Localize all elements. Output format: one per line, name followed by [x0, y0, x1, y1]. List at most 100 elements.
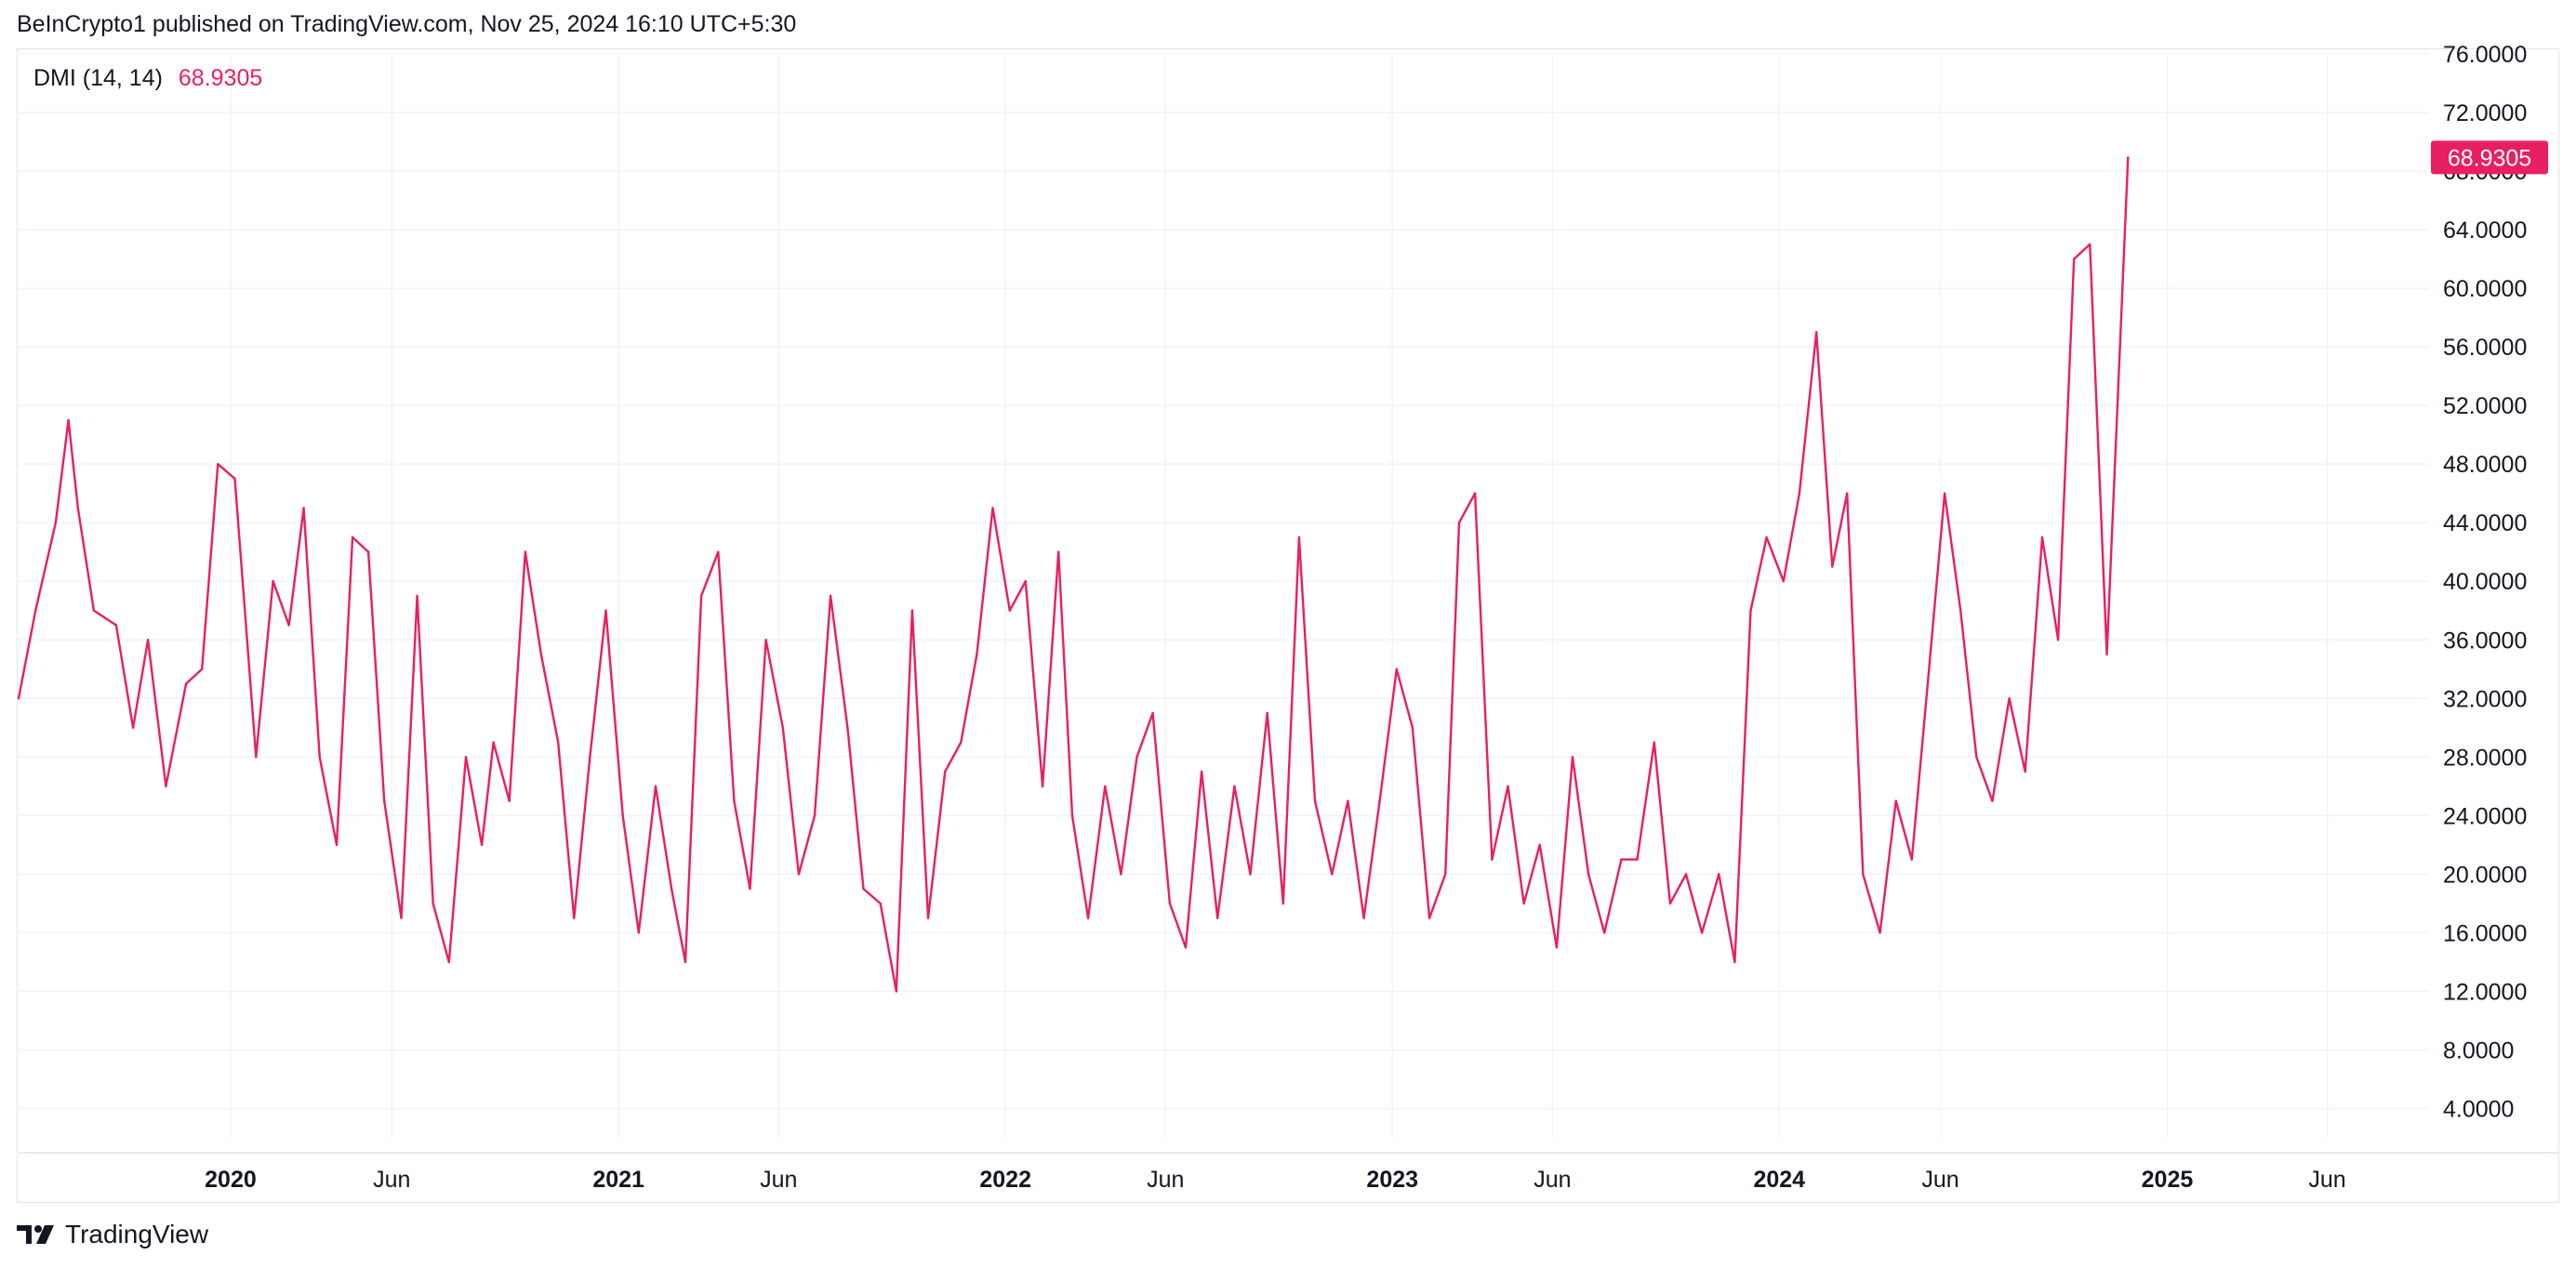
y-tick-label: 20.0000: [2443, 862, 2527, 888]
dmi-data-point: [1427, 917, 1431, 919]
dmi-data-point: [1959, 609, 1962, 612]
dmi-data-point: [604, 609, 607, 612]
y-tick-label: 56.0000: [2443, 335, 2527, 361]
dmi-data-point: [2127, 156, 2130, 159]
dmi-data-point: [699, 594, 703, 598]
dmi-data-point: [556, 741, 560, 744]
dmi-data-point: [287, 624, 290, 627]
brand-name: TradingView: [65, 1220, 209, 1248]
y-tick-label: 28.0000: [2443, 745, 2527, 771]
x-tick-label: 2021: [592, 1167, 644, 1193]
dmi-data-point: [217, 462, 219, 466]
y-tick-label: 8.0000: [2443, 1037, 2514, 1063]
dmi-data-point: [1491, 858, 1494, 861]
dmi-data-point: [1603, 931, 1606, 934]
dmi-data-point: [1538, 843, 1541, 847]
dmi-data-point: [2040, 535, 2044, 539]
dmi-data-point: [797, 873, 801, 876]
y-tick-label: 48.0000: [2443, 452, 2527, 478]
dmi-data-point: [524, 550, 527, 553]
tradingview-logo-icon: [17, 1225, 54, 1244]
dmi-data-point: [1041, 785, 1044, 788]
dmi-data-point: [879, 902, 882, 905]
dmi-data-point: [976, 653, 978, 656]
dmi-data-point: [1008, 609, 1011, 612]
dmi-data-point: [1782, 580, 1786, 583]
dmi-data-point: [67, 418, 70, 422]
chart-frame: [17, 48, 2559, 1203]
dmi-data-point: [1798, 492, 1801, 495]
last-value-label: 68.9305: [2448, 145, 2531, 171]
dmi-data-point: [1587, 873, 1590, 876]
y-tick-label: 40.0000: [2443, 569, 2527, 595]
dmi-data-point: [895, 990, 897, 993]
dmi-data-point: [2072, 258, 2076, 260]
y-tick-label: 52.0000: [2443, 393, 2527, 419]
dmi-data-point: [165, 785, 167, 788]
y-tick-label: 4.0000: [2443, 1096, 2514, 1122]
dmi-data-point: [302, 507, 305, 509]
publisher-name: BeInCrypto1: [17, 11, 146, 37]
dmi-data-point: [255, 756, 258, 759]
dmi-data-point: [764, 639, 767, 641]
dmi-data-point: [1620, 858, 1623, 861]
dmi-data-point: [1733, 960, 1736, 964]
dmi-data-point: [54, 522, 58, 524]
dmi-data-point: [447, 960, 450, 964]
dmi-data-point: [1233, 785, 1236, 788]
dmi-data-point: [1104, 785, 1107, 788]
footer-brand[interactable]: TradingView: [17, 1220, 208, 1249]
dmi-data-point: [1765, 535, 1768, 539]
dmi-data-point: [2024, 770, 2026, 773]
dmi-data-point: [1281, 902, 1285, 905]
publish-info: BeInCrypto1 published on TradingView.com…: [17, 11, 796, 38]
x-tick-label: 2024: [1753, 1167, 1805, 1193]
dmi-data-point: [621, 814, 624, 817]
dmi-data-point: [146, 639, 150, 641]
dmi-data-point: [1313, 799, 1317, 802]
dmi-data-point: [1718, 873, 1720, 876]
dmi-data-point: [1215, 917, 1219, 919]
indicator-value: 68.9305: [178, 65, 263, 91]
dmi-data-point: [1056, 550, 1060, 553]
x-tick-label: Jun: [1147, 1167, 1184, 1193]
dmi-data-point: [1168, 902, 1172, 905]
last-value-badge: [2431, 140, 2548, 175]
dmi-data-point: [1975, 756, 1978, 759]
dmi-data-point: [1943, 492, 1946, 495]
dmi-series-line[interactable]: [17, 157, 2130, 993]
dmi-data-point: [2105, 653, 2108, 656]
dmi-data-point: [1249, 873, 1252, 876]
dmi-data-point: [464, 756, 468, 759]
dmi-data-point: [1700, 931, 1704, 934]
y-tick-label: 24.0000: [2443, 803, 2527, 829]
y-tick-label: 12.0000: [2443, 979, 2527, 1005]
dmi-data-point: [17, 697, 20, 700]
dmi-data-point: [1894, 799, 1897, 802]
dmi-data-point: [34, 609, 37, 612]
dmi-data-point: [366, 550, 370, 553]
dmi-data-point: [1910, 858, 1913, 861]
dmi-data-point: [1411, 726, 1414, 730]
x-tick-label: 2023: [1366, 1167, 1418, 1193]
dmi-data-point: [733, 799, 736, 802]
dmi-data-point: [1653, 741, 1655, 744]
dmi-data-point: [1266, 711, 1268, 715]
dmi-data-point: [717, 550, 720, 553]
dmi-data-point: [846, 726, 849, 730]
dmi-data-point: [1362, 917, 1365, 919]
dmi-data-point: [1636, 858, 1639, 861]
dmi-data-point: [92, 609, 96, 612]
dmi-data-point: [637, 931, 641, 934]
indicator-name: DMI (14, 14): [33, 65, 163, 91]
dmi-data-point: [573, 917, 576, 919]
indicator-legend[interactable]: DMI (14, 14) 68.9305: [33, 65, 262, 92]
dmi-data-point: [114, 624, 118, 627]
dmi-data-point: [200, 667, 204, 670]
y-tick-label: 76.0000: [2443, 42, 2527, 68]
dmi-data-point: [749, 887, 751, 891]
dmi-data-point: [1862, 873, 1865, 876]
x-tick-label: Jun: [760, 1167, 797, 1193]
dmi-data-point: [829, 594, 832, 598]
